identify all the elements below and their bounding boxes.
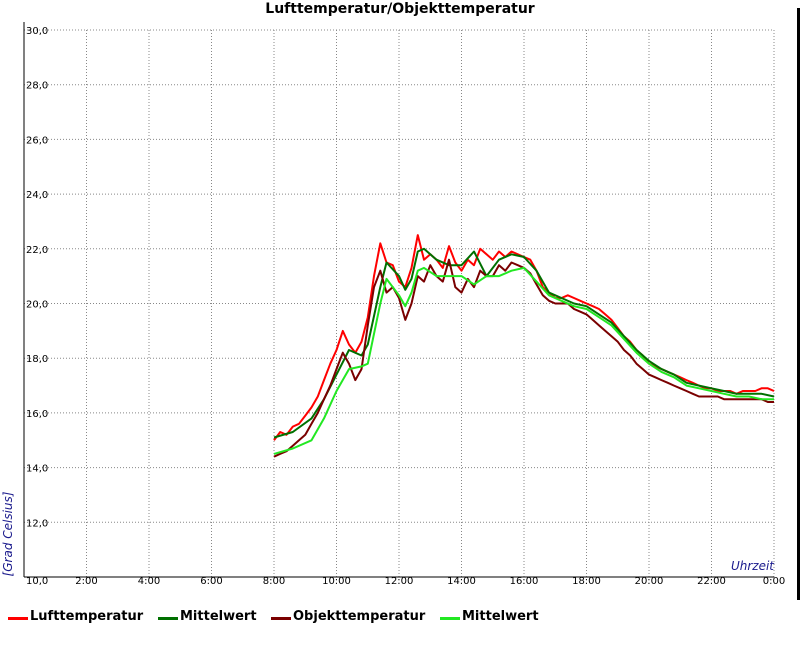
- legend-swatch-mittelwert-1: [158, 617, 178, 620]
- right-edge-bar: [797, 8, 800, 600]
- y-tick-label: 14,0: [26, 464, 48, 475]
- legend-label-mittelwert-2: Mittelwert: [462, 609, 539, 624]
- x-tick-label: 4:00: [138, 576, 160, 587]
- legend-swatch-lufttemperatur: [8, 617, 28, 620]
- series-lines: [273, 234, 775, 458]
- x-tick-label: 18:00: [572, 576, 601, 587]
- legend-swatch-mittelwert-2: [440, 617, 460, 620]
- x-tick-label: 8:00: [263, 576, 285, 587]
- y-tick-label: 10,0: [26, 576, 48, 587]
- y-tick-label: 22,0: [26, 245, 48, 256]
- x-tick-label: 22:00: [697, 576, 726, 587]
- y-tick-label: 18,0: [26, 354, 48, 365]
- series-line-4: [273, 266, 774, 455]
- x-tick-label: 10:00: [322, 576, 351, 587]
- y-tick-label: 24,0: [26, 190, 48, 201]
- series-line-1: [273, 234, 775, 441]
- y-tick-label: 28,0: [26, 81, 48, 92]
- x-tick-label: 12:00: [385, 576, 414, 587]
- x-tick-label: 6:00: [200, 576, 222, 587]
- legend-label-mittelwert-1: Mittelwert: [180, 609, 257, 624]
- x-tick-label: 14:00: [447, 576, 476, 587]
- chart-title: Lufttemperatur/Objekttemperatur: [265, 1, 535, 17]
- grid: [24, 29, 775, 577]
- y-tick-label: 20,0: [26, 300, 48, 311]
- axes: [23, 22, 774, 578]
- y-tick-label: 30,0: [26, 26, 48, 37]
- legend-label-lufttemperatur: Lufttemperatur: [30, 609, 144, 624]
- legend-swatch-objekttemperatur: [271, 617, 291, 620]
- x-tick-label: 2:00: [75, 576, 97, 587]
- x-tick-label: 16:00: [510, 576, 539, 587]
- y-tick-label: 16,0: [26, 409, 48, 420]
- x-tick-label: 20:00: [635, 576, 664, 587]
- x-tick-label: 0:00: [763, 576, 785, 587]
- tick-labels: 0:00 2:00 4:00 6:00 8:00 10:00 12:00 14:00 16:00…: [26, 26, 785, 587]
- x-axis-label: Uhrzeit: [731, 559, 775, 573]
- y-axis-label: [Grad Celsius]: [1, 491, 15, 576]
- y-tick-label: 26,0: [26, 135, 48, 146]
- legend-label-objekttemperatur: Objekttemperatur: [293, 609, 426, 624]
- series-line-2: [273, 247, 775, 439]
- y-tick-label: 12,0: [26, 518, 48, 529]
